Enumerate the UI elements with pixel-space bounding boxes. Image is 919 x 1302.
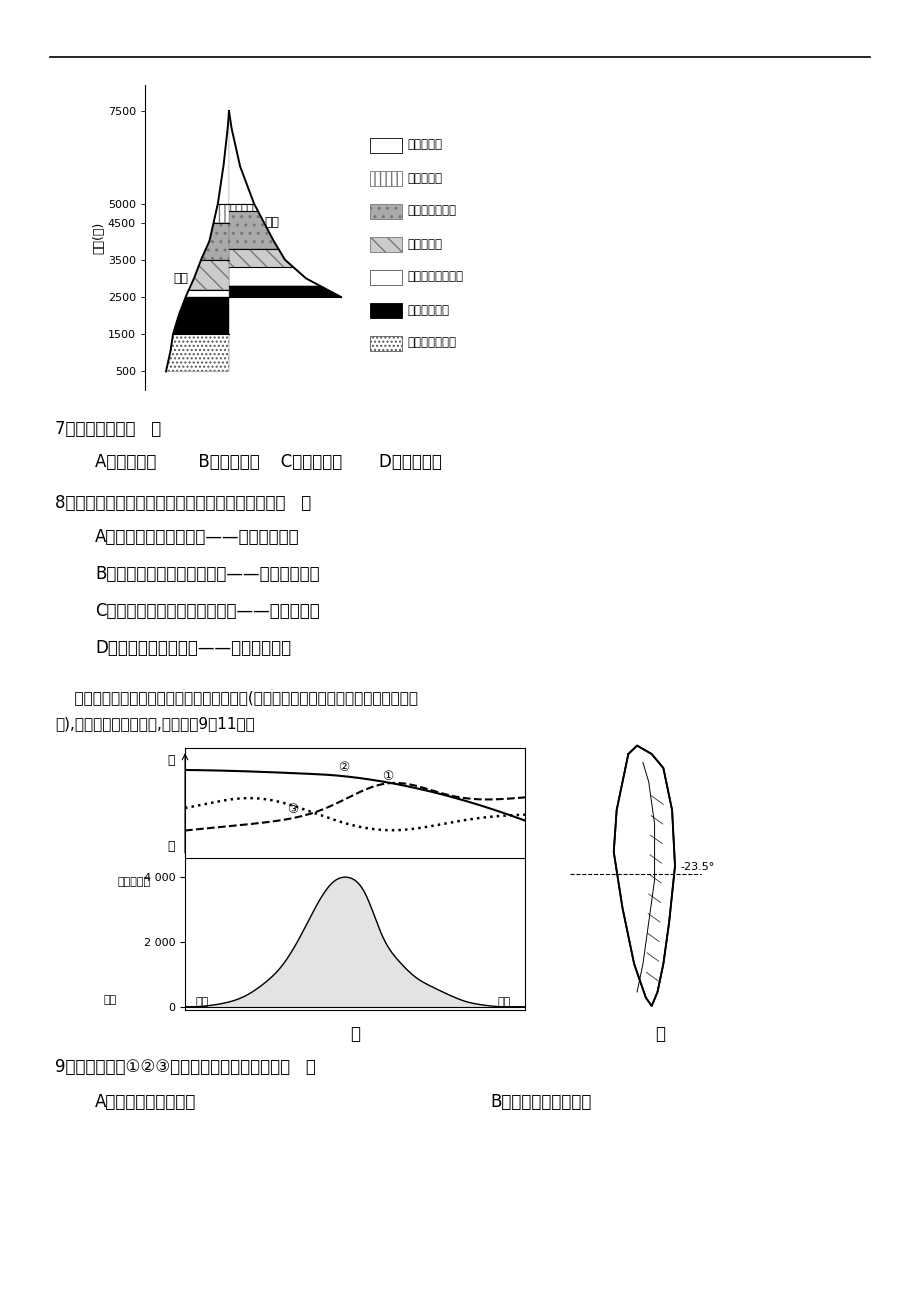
Text: A．降水、气温、光照: A．降水、气温、光照 [95, 1092, 196, 1111]
Polygon shape [229, 249, 293, 267]
Text: C．东坡干旱河谷灌丛带的形成——盛行西北风: C．东坡干旱河谷灌丛带的形成——盛行西北风 [95, 602, 320, 620]
Polygon shape [213, 204, 229, 223]
Text: 大: 大 [167, 754, 175, 767]
Text: -23.5°: -23.5° [680, 862, 714, 871]
Text: A．东坡带谱比西坡复杂——东坡降水丰富: A．东坡带谱比西坡复杂——东坡降水丰富 [95, 529, 300, 546]
Bar [369, 270, 402, 285]
Text: 常绻阔叶林带: 常绻阔叶林带 [406, 303, 448, 316]
Polygon shape [173, 297, 229, 335]
Polygon shape [186, 289, 229, 297]
Bar [369, 237, 402, 251]
Text: 干旱河谷灌丛带: 干旱河谷灌丛带 [406, 336, 456, 349]
Text: 海洋: 海洋 [497, 997, 511, 1006]
Polygon shape [229, 204, 258, 211]
Polygon shape [229, 111, 254, 204]
Text: 山地针阔混交林带: 山地针阔混交林带 [406, 271, 462, 284]
Bar [369, 171, 402, 185]
Text: 积雪冰川带: 积雪冰川带 [406, 138, 441, 151]
Text: 高山灌丛草甸带: 高山灌丛草甸带 [406, 204, 456, 217]
Text: ②: ② [337, 762, 349, 775]
Polygon shape [165, 335, 229, 371]
Text: ③: ③ [287, 802, 298, 815]
Bar [369, 336, 402, 350]
Polygon shape [188, 260, 229, 289]
Bar [369, 203, 402, 219]
Text: A．天山山脉        B．太行山脉    C．南岭山脉       D．横断山区: A．天山山脉 B．太行山脉 C．南岭山脉 D．横断山区 [95, 453, 441, 471]
Text: 西坡: 西坡 [264, 216, 278, 229]
Text: 高山针叶林: 高山针叶林 [406, 237, 441, 250]
Text: ①: ① [381, 769, 393, 783]
Polygon shape [229, 211, 278, 249]
Polygon shape [218, 111, 229, 204]
Y-axis label: 海拔(米): 海拔(米) [92, 221, 105, 254]
Polygon shape [229, 267, 320, 286]
Polygon shape [200, 223, 229, 260]
Text: 甲: 甲 [349, 1025, 359, 1043]
Text: 海洋: 海洋 [195, 997, 209, 1006]
Polygon shape [613, 746, 675, 1006]
Text: 9．图甲中曲线①②③所代表的气象要素分别是（   ）: 9．图甲中曲线①②③所代表的气象要素分别是（ ） [55, 1059, 315, 1075]
Text: 高度（米）: 高度（米） [118, 878, 151, 888]
Text: 乙: 乙 [654, 1025, 664, 1043]
Text: B．西坡高山灌丛草甸带偏高——西坡热量较高: B．西坡高山灌丛草甸带偏高——西坡热量较高 [95, 565, 319, 583]
Text: B．气温、光照、降水: B．气温、光照、降水 [490, 1092, 591, 1111]
Text: 8．该山体垂直带谱分布特征与成因匹配正确的是（   ）: 8．该山体垂直带谱分布特征与成因匹配正确的是（ ） [55, 493, 311, 512]
Text: 小: 小 [167, 840, 175, 853]
Text: D．西坡雪线比东坡高——东坡地势降峨: D．西坡雪线比东坡高——东坡地势降峨 [95, 639, 290, 658]
Bar [369, 138, 402, 152]
Text: 海洋: 海洋 [104, 995, 117, 1005]
Text: 图),乙为该岛地形示意图,读图回筀9～11题。: 图),乙为该岛地形示意图,读图回筀9～11题。 [55, 716, 255, 730]
Polygon shape [229, 286, 341, 297]
Text: 东坡: 东坡 [173, 272, 187, 285]
Text: 高山草甸带: 高山草甸带 [406, 172, 441, 185]
Text: 7．该山体位于（   ）: 7．该山体位于（ ） [55, 421, 161, 437]
Bar [369, 302, 402, 318]
Text: 下图中甲为回归线附近某岛屿的地形剖面图(其上部是该区相关气象要素氿剖面线变化: 下图中甲为回归线附近某岛屿的地形剖面图(其上部是该区相关气象要素氿剖面线变化 [55, 690, 417, 704]
